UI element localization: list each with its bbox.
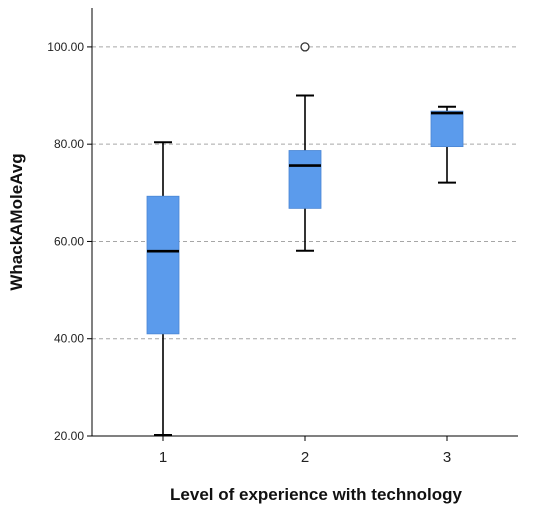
y-tick-label-40: 40.00 (54, 332, 84, 346)
box-group-2 (288, 42, 322, 252)
y-tick-label-20: 20.00 (54, 429, 84, 443)
box-group-3 (430, 105, 464, 184)
y-tick-labels: 20.00 40.00 60.00 80.00 100.00 (47, 40, 92, 443)
box-2 (288, 150, 322, 209)
x-tick-label-1: 1 (159, 449, 167, 466)
box-3 (430, 110, 464, 148)
x-tick-labels: 1 2 3 (159, 436, 451, 466)
y-tick-label-60: 60.00 (54, 234, 84, 248)
boxes (146, 42, 464, 437)
y-tick-label-80: 80.00 (54, 137, 84, 151)
x-axis-title: Level of experience with technology (170, 485, 462, 504)
y-axis-title: WhackAMoleAvg (7, 153, 26, 290)
y-tick-label-100: 100.00 (47, 40, 84, 54)
box-group-1 (146, 141, 180, 437)
x-tick-label-2: 2 (301, 449, 309, 466)
x-tick-label-3: 3 (443, 449, 451, 466)
outlier-2-0 (300, 42, 310, 52)
box-1 (146, 195, 180, 335)
